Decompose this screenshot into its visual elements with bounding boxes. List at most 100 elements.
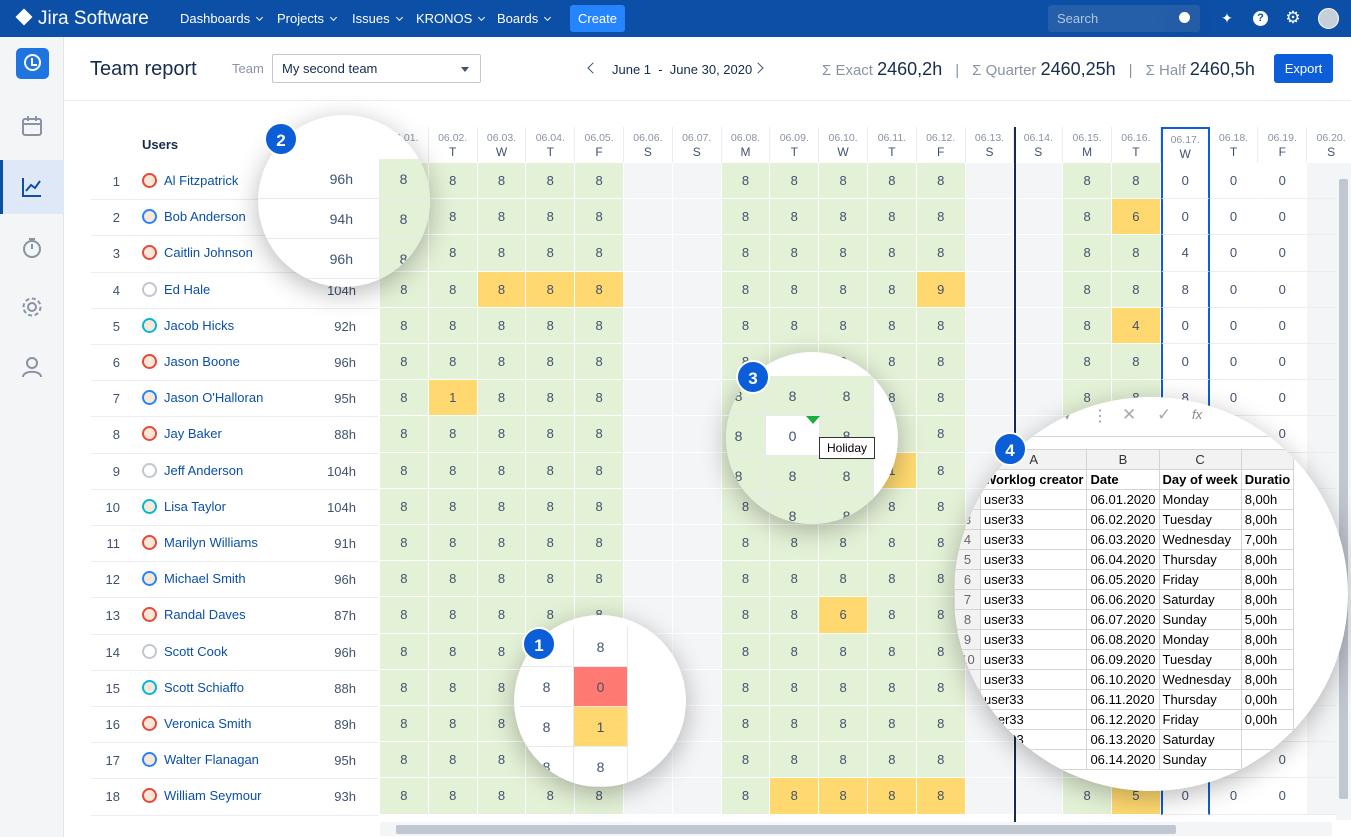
day-column-header[interactable]: 06.05. F <box>575 127 624 163</box>
hours-cell[interactable]: 8 <box>575 561 624 598</box>
hours-cell[interactable]: 8 <box>477 416 527 453</box>
hours-cell[interactable] <box>624 452 673 489</box>
user-name-link[interactable]: Lisa Taylor <box>164 498 226 514</box>
hours-cell[interactable]: 8 <box>526 235 576 272</box>
hours-cell[interactable]: 8 <box>1112 344 1161 381</box>
hours-cell[interactable]: 8 <box>526 452 576 489</box>
hours-cell[interactable]: 0 <box>1160 199 1210 236</box>
hours-cell[interactable] <box>624 561 673 598</box>
hours-cell[interactable]: 8 <box>428 778 478 815</box>
hours-cell[interactable]: 8 <box>819 163 868 200</box>
day-column-header[interactable]: 06.16. T <box>1112 127 1161 163</box>
hours-cell[interactable]: 8 <box>380 597 429 634</box>
hours-cell[interactable]: 0 <box>1209 235 1259 272</box>
hours-cell[interactable]: 8 <box>1063 163 1112 200</box>
hours-cell[interactable]: 8 <box>380 416 429 453</box>
hours-cell[interactable]: 0 <box>1258 778 1308 815</box>
hours-cell[interactable]: 0 <box>1258 344 1308 381</box>
hours-cell[interactable]: 8 <box>721 525 771 562</box>
hours-cell[interactable]: 8 <box>380 561 429 598</box>
hours-cell[interactable]: 8 <box>819 199 868 236</box>
user-name-link[interactable]: Jay Baker <box>164 426 222 442</box>
hours-cell[interactable]: 8 <box>428 416 478 453</box>
user-name-link[interactable]: William Seymour <box>164 788 262 804</box>
person-icon[interactable] <box>0 340 64 394</box>
user-name-link[interactable]: Jacob Hicks <box>164 317 235 333</box>
hours-cell[interactable]: 8 <box>575 344 624 381</box>
hours-cell[interactable]: 8 <box>477 307 527 344</box>
hours-cell[interactable] <box>624 488 673 525</box>
hours-cell[interactable]: 8 <box>916 163 966 200</box>
user-name-link[interactable]: Scott Cook <box>164 643 228 659</box>
help-icon[interactable]: ? <box>1253 11 1268 26</box>
hours-cell[interactable]: 8 <box>428 706 478 743</box>
hours-cell[interactable]: 0 <box>1160 344 1210 381</box>
hours-cell[interactable] <box>672 271 722 308</box>
hours-cell[interactable]: 8 <box>770 597 820 634</box>
hours-cell[interactable]: 8 <box>428 307 478 344</box>
hours-cell[interactable]: 8 <box>380 488 429 525</box>
hours-cell[interactable]: 8 <box>770 525 820 562</box>
user-name-link[interactable]: Veronica Smith <box>164 716 252 731</box>
hours-cell[interactable]: 8 <box>819 561 868 598</box>
hours-cell[interactable] <box>965 235 1015 272</box>
hours-cell[interactable]: 8 <box>868 778 917 815</box>
scrollbar-thumb[interactable] <box>1339 179 1348 799</box>
hours-cell[interactable] <box>1014 778 1064 815</box>
user-name-link[interactable]: Caitlin Johnson <box>164 245 253 261</box>
hours-cell[interactable] <box>672 633 722 670</box>
hours-cell[interactable]: 8 <box>575 416 624 453</box>
hours-cell[interactable]: 8 <box>770 307 820 344</box>
gear-icon[interactable]: ⚙ <box>1285 8 1301 27</box>
hours-cell[interactable]: 8 <box>575 199 624 236</box>
hours-cell[interactable]: 0 <box>1160 307 1210 344</box>
hours-cell[interactable]: 8 <box>1063 307 1112 344</box>
hours-cell[interactable]: 8 <box>916 778 966 815</box>
hours-cell[interactable]: 8 <box>477 271 527 308</box>
hours-cell[interactable]: 8 <box>380 380 429 417</box>
hours-cell[interactable]: 0 <box>1160 163 1210 200</box>
hours-cell[interactable]: 8 <box>770 199 820 236</box>
hours-cell[interactable]: 8 <box>428 235 478 272</box>
hours-cell[interactable]: 8 <box>526 344 576 381</box>
hours-cell[interactable]: 8 <box>380 307 429 344</box>
hours-cell[interactable] <box>965 199 1015 236</box>
hours-cell[interactable] <box>672 416 722 453</box>
team-select[interactable]: My second team <box>272 54 481 83</box>
hours-cell[interactable]: 8 <box>477 597 527 634</box>
hours-cell[interactable]: 8 <box>477 561 527 598</box>
hours-cell[interactable]: 8 <box>428 742 478 779</box>
hours-cell[interactable]: 0 <box>1258 163 1308 200</box>
hours-cell[interactable]: 8 <box>428 525 478 562</box>
hours-cell[interactable] <box>1014 271 1064 308</box>
user-name-link[interactable]: Randal Daves <box>164 607 246 623</box>
hours-cell[interactable]: 8 <box>819 778 868 815</box>
vertical-scrollbar[interactable] <box>1336 165 1351 820</box>
hours-cell[interactable]: 8 <box>526 380 576 417</box>
hours-cell[interactable]: 8 <box>428 271 478 308</box>
hours-cell[interactable] <box>965 344 1015 381</box>
hours-cell[interactable]: 8 <box>575 525 624 562</box>
hours-cell[interactable]: 8 <box>770 706 820 743</box>
hours-cell[interactable]: 8 <box>868 307 917 344</box>
hours-cell[interactable]: 8 <box>477 742 527 779</box>
hours-cell[interactable]: 0 <box>1209 307 1259 344</box>
user-name-link[interactable]: Bob Anderson <box>164 209 246 225</box>
hours-cell[interactable]: 8 <box>477 380 527 417</box>
hours-cell[interactable] <box>624 307 673 344</box>
hours-cell[interactable] <box>624 235 673 272</box>
hours-cell[interactable]: 0 <box>1258 271 1308 308</box>
hours-cell[interactable]: 4 <box>1160 235 1210 272</box>
hours-cell[interactable] <box>672 452 722 489</box>
stopwatch-icon[interactable] <box>0 221 64 275</box>
hours-cell[interactable]: 8 <box>477 199 527 236</box>
day-column-header[interactable]: 06.14. S <box>1014 127 1064 163</box>
hours-cell[interactable]: 8 <box>819 235 868 272</box>
hours-cell[interactable] <box>672 488 722 525</box>
hours-cell[interactable]: 8 <box>770 633 820 670</box>
hours-cell[interactable]: 8 <box>770 778 820 815</box>
horizontal-scrollbar[interactable] <box>380 822 1332 836</box>
create-button[interactable]: Create <box>570 5 625 32</box>
hours-cell[interactable]: 6 <box>1112 199 1161 236</box>
day-column-header[interactable]: 06.11. T <box>868 127 917 163</box>
